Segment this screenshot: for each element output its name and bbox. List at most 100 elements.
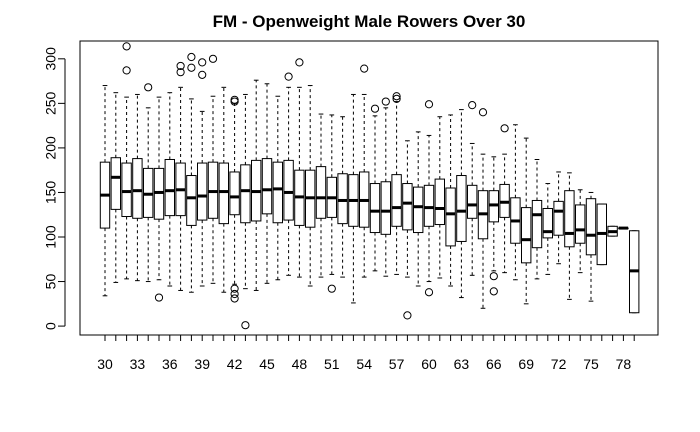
box-age-68 [510,124,521,281]
outlier-point [198,58,207,67]
box-iqr [531,199,543,249]
box-iqr [197,162,208,221]
box-age-34 [143,83,154,283]
box-iqr [380,181,392,235]
outlier-point [478,108,488,117]
box-age-58 [402,140,413,320]
y-tick-label: 300 [43,47,59,71]
outlier-point [489,287,498,296]
outlier-point [392,92,401,101]
x-tick-label: 42 [227,356,243,372]
box-age-62 [445,114,456,287]
outlier-point [424,100,434,109]
box-iqr [423,184,435,227]
x-tick-label: 78 [616,356,632,372]
box-iqr [585,198,597,256]
box-age-73 [564,172,575,300]
x-tick-label: 48 [292,356,308,372]
box-age-66 [488,156,500,296]
y-tick-label: 100 [43,225,59,249]
outlier-point [424,288,434,297]
outlier-point [230,97,239,106]
box-iqr [445,187,456,247]
box-age-47 [283,72,294,276]
box-age-61 [434,116,446,279]
box-age-37 [175,61,186,291]
outlier-point [154,293,164,302]
box-age-74 [575,189,586,274]
chart-title: FM - Openweight Male Rowers Over 30 [213,12,526,31]
y-tick-label: 250 [43,91,59,115]
box-iqr [553,200,564,236]
outlier-point [187,52,196,62]
x-tick-label: 66 [486,356,502,372]
box-age-72 [553,171,564,265]
box-age-45 [261,83,273,284]
box-age-46 [272,95,284,281]
x-tick-label: 54 [356,356,372,372]
box-iqr [272,161,284,224]
box-age-30 [99,85,111,297]
box-iqr [391,174,402,227]
box-age-54 [359,64,370,278]
x-tick-label: 51 [324,356,340,372]
box-age-38 [186,52,197,293]
box-age-69 [521,137,532,305]
outlier-point [230,95,239,104]
box-age-39 [197,58,208,287]
outlier-point [295,58,304,67]
box-age-78 [618,226,629,230]
x-tick-label: 60 [421,356,437,372]
outlier-point [122,66,131,75]
box-age-63 [456,109,467,299]
box-age-31 [110,92,121,283]
box-age-32 [121,42,132,280]
box-iqr [521,207,532,264]
outlier-point [230,294,239,303]
box-age-76 [596,203,607,266]
box-age-40 [207,54,219,284]
box-iqr [369,183,381,234]
y-tick-label: 150 [43,181,59,205]
box-iqr [261,158,273,215]
x-tick-label: 57 [389,356,405,372]
outlier-point [144,83,153,92]
x-tick-label: 33 [130,356,146,372]
outlier-point [284,72,293,81]
box-age-42 [229,95,240,303]
box-iqr [564,190,575,248]
box-iqr [315,166,327,219]
outlier-point [198,70,207,79]
x-tick-label: 75 [583,356,599,372]
outlier-point [241,321,250,330]
box-iqr [283,159,294,221]
x-tick-label: 69 [518,356,534,372]
box-iqr [132,158,143,219]
outlier-point [392,94,401,104]
box-iqr [402,183,413,231]
box-iqr [164,158,176,217]
outlier-point [468,101,477,110]
outlier-point [208,54,218,63]
outlier-point [176,68,185,77]
box-iqr [456,175,467,242]
box-iqr [575,204,586,244]
box-age-71 [542,183,553,275]
box-age-75 [585,191,597,302]
box-age-41 [218,86,230,293]
box-age-53 [348,93,359,304]
box-age-51 [326,114,338,293]
box-iqr [121,162,132,218]
outlier-point [230,284,239,293]
box-age-49 [305,85,316,287]
outlier-point [370,104,380,113]
box-age-79 [629,230,640,314]
outlier-point [360,64,369,73]
box-iqr [434,178,446,226]
outlier-point [327,284,336,293]
x-tick-label: 39 [194,356,210,372]
box-iqr [186,175,197,226]
y-tick-label: 0 [43,322,59,330]
y-tick-label: 50 [43,274,59,290]
